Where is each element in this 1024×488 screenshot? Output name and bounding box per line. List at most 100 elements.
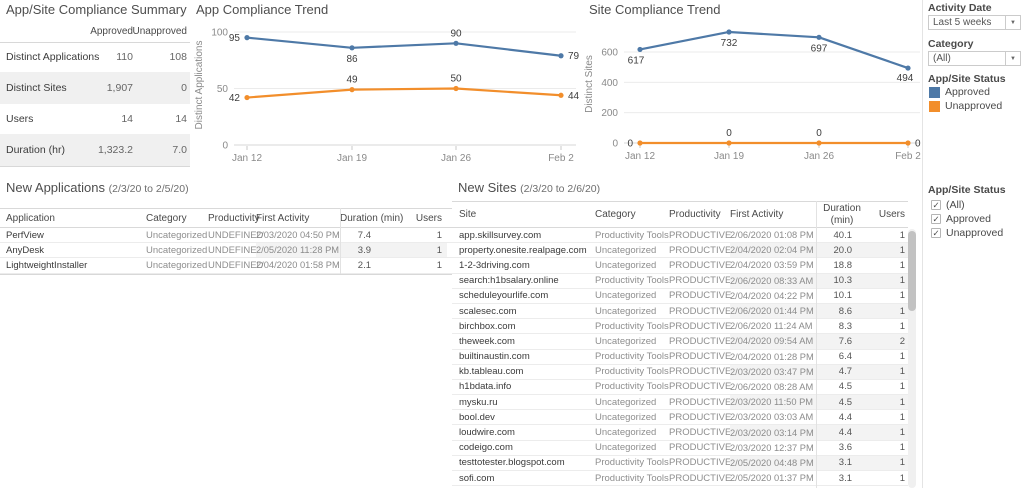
summary-approved-value: 110	[116, 51, 133, 63]
table-row[interactable]: property.onesite.realpage.com Uncategoriz…	[452, 243, 908, 259]
cell-application: AnyDesk	[6, 244, 45, 256]
table-row[interactable]: AnyDesk Uncategorized UNDEFINED 2/05/2020 1…	[0, 243, 452, 259]
svg-text:0: 0	[726, 128, 732, 139]
column-header-users: Users	[878, 209, 905, 220]
cell-first_activity: 2/05/2020 01:37 PM	[730, 473, 814, 484]
site-trend-title: Site Compliance Trend	[589, 2, 721, 17]
cell-first_activity: 2/04/2020 01:58 PM	[256, 260, 340, 271]
summary-rows: Distinct Applications 110 108 Distinct Site…	[0, 42, 190, 166]
new-applications-rows: PerfView Uncategorized UNDEFINED 2/03/2020 …	[0, 228, 452, 274]
cell-category: Productivity Tools	[595, 457, 669, 469]
svg-text:Jan 26: Jan 26	[441, 153, 471, 164]
activity-date-dropdown[interactable]: Last 5 weeks ▼	[928, 15, 1021, 30]
cell-category: Productivity Tools	[595, 351, 669, 363]
table-row[interactable]: loudwire.com Uncategorized PRODUCTIVE 2/03/…	[452, 425, 908, 441]
cell-duration: 7.6	[816, 334, 868, 349]
table-row[interactable]: codeigo.com Uncategorized PRODUCTIVE 2/03/2…	[452, 441, 908, 456]
summary-row[interactable]: Users 14 14	[0, 104, 190, 135]
summary-row-label: Distinct Applications	[6, 51, 100, 63]
status-filter-title: App/Site Status	[928, 184, 1006, 196]
cell-productivity: PRODUCTIVE	[669, 244, 732, 256]
table-row[interactable]: kb.tableau.com Productivity Tools PRODUCTI…	[452, 364, 908, 380]
svg-text:Jan 12: Jan 12	[232, 153, 262, 164]
new-applications-date-range: (2/3/20 to 2/5/20)	[108, 183, 189, 195]
cell-users: 1	[391, 243, 447, 258]
svg-text:494: 494	[897, 73, 914, 84]
new-sites-title: New Sites	[458, 180, 517, 195]
cell-first_activity: 2/03/2020 03:03 AM	[730, 412, 814, 423]
new-applications-title: New Applications	[6, 180, 105, 195]
svg-text:0: 0	[915, 139, 921, 150]
table-row[interactable]: theweek.com Uncategorized PRODUCTIVE 2/04/2…	[452, 334, 908, 350]
cell-productivity: PRODUCTIVE	[669, 411, 732, 423]
summary-row[interactable]: Distinct Sites 1,907 0	[0, 73, 190, 104]
cell-productivity: PRODUCTIVE	[669, 275, 732, 287]
cell-users: 1	[868, 243, 908, 258]
app-trend-chart[interactable]: 0 50 100 Jan 12 Jan 19 Jan 26 Feb 2 Distinct Ap…	[190, 0, 580, 178]
cell-users: 1	[868, 303, 908, 319]
cell-productivity: PRODUCTIVE	[669, 442, 732, 454]
cell-first_activity: 2/04/2020 09:54 AM	[730, 334, 816, 349]
table-row[interactable]: sofi.com Productivity Tools PRODUCTIVE 2/05…	[452, 471, 908, 487]
table-row[interactable]: app.skillsurvey.com Productivity Tools PRO…	[452, 228, 908, 244]
cell-site: property.onesite.realpage.com	[459, 244, 587, 256]
cell-productivity: PRODUCTIVE	[669, 229, 732, 241]
new-applications-header: Application Category Productivity First Act…	[0, 208, 452, 228]
status-filter-option-label: Unapproved	[946, 226, 1004, 239]
app-trend-title: App Compliance Trend	[196, 2, 329, 17]
column-header-application: Application	[6, 212, 55, 224]
cell-users: 1	[868, 395, 908, 410]
cell-site: birchbox.com	[459, 320, 516, 332]
cell-productivity: PRODUCTIVE	[669, 320, 732, 332]
table-row[interactable]: scheduleyourlife.com Uncategorized PRODUCT…	[452, 289, 908, 304]
svg-text:Jan 19: Jan 19	[714, 151, 744, 162]
summary-bottom-rule	[0, 166, 190, 167]
cell-site: 1-2-3driving.com	[459, 259, 530, 271]
checkbox-icon[interactable]: ✓	[931, 199, 941, 210]
cell-duration: 4.5	[816, 395, 868, 410]
cell-category: Uncategorized	[595, 290, 657, 302]
legend-item-approved[interactable]: Approved	[929, 86, 1024, 98]
new-sites-header: Site Category Productivity First Activity Du…	[452, 201, 908, 228]
activity-date-label: Activity Date	[928, 2, 992, 14]
table-row[interactable]: search:h1bsalary.online Productivity Tool…	[452, 273, 908, 289]
table-row[interactable]: bool.dev Uncategorized PRODUCTIVE 2/03/2020…	[452, 410, 908, 426]
checkbox-icon[interactable]: ✓	[931, 213, 941, 224]
table-row[interactable]: mysku.ru Uncategorized PRODUCTIVE 2/03/2020…	[452, 395, 908, 411]
status-filter-option[interactable]: ✓ (All)	[931, 199, 1024, 211]
summary-unapproved-value: 7.0	[172, 144, 187, 156]
table-row[interactable]: LightweightInstaller Uncategorized UNDEFIN…	[0, 258, 452, 274]
legend-item-unapproved[interactable]: Unapproved	[929, 100, 1024, 112]
table-row[interactable]: testtotester.blogspot.com Productivity To…	[452, 455, 908, 471]
column-divider	[340, 208, 341, 274]
cell-category: Uncategorized	[595, 396, 657, 408]
summary-row[interactable]: Duration (hr) 1,323.2 7.0	[0, 135, 190, 166]
cell-site: mysku.ru	[459, 396, 498, 408]
status-filter-option[interactable]: ✓ Approved	[931, 213, 1024, 225]
cell-category: Uncategorized	[595, 442, 657, 454]
summary-row-label: Distinct Sites	[6, 82, 67, 94]
legend-item-label: Approved	[945, 86, 990, 98]
sites-scrollbar-thumb[interactable]	[908, 231, 916, 311]
table-row[interactable]: PerfView Uncategorized UNDEFINED 2/03/2020 …	[0, 228, 452, 244]
svg-text:100: 100	[211, 28, 228, 39]
table-row[interactable]: builtinaustin.com Productivity Tools PRODU…	[452, 350, 908, 365]
table-row[interactable]: h1bdata.info Productivity Tools PRODUCTIVE…	[452, 380, 908, 396]
cell-first_activity: 2/04/2020 03:59 PM	[730, 260, 814, 271]
status-filter-option[interactable]: ✓ Unapproved	[931, 226, 1024, 239]
sites-scrollbar-track[interactable]	[908, 229, 916, 488]
summary-row[interactable]: Distinct Applications 110 108	[0, 42, 190, 73]
cell-users: 1	[868, 364, 908, 379]
cell-users: 1	[899, 472, 905, 484]
checkbox-icon[interactable]: ✓	[931, 227, 941, 238]
summary-unapproved-value: 108	[169, 51, 187, 63]
site-trend-chart[interactable]: 0 200 400 600 Jan 12 Jan 19 Jan 26 Feb 2 Distinc…	[580, 0, 925, 178]
cell-productivity: UNDEFINED	[208, 229, 264, 241]
cell-category: Productivity Tools	[595, 275, 669, 287]
table-row[interactable]: birchbox.com Productivity Tools PRODUCTIVE…	[452, 319, 908, 335]
table-row[interactable]: 1-2-3driving.com Uncategorized PRODUCTIVE 2…	[452, 258, 908, 274]
table-row[interactable]: scalesec.com Uncategorized PRODUCTIVE 2/06/…	[452, 303, 908, 320]
column-header-productivity: Productivity	[208, 212, 260, 224]
category-dropdown[interactable]: (All) ▼	[928, 51, 1021, 66]
svg-text:90: 90	[450, 28, 462, 39]
